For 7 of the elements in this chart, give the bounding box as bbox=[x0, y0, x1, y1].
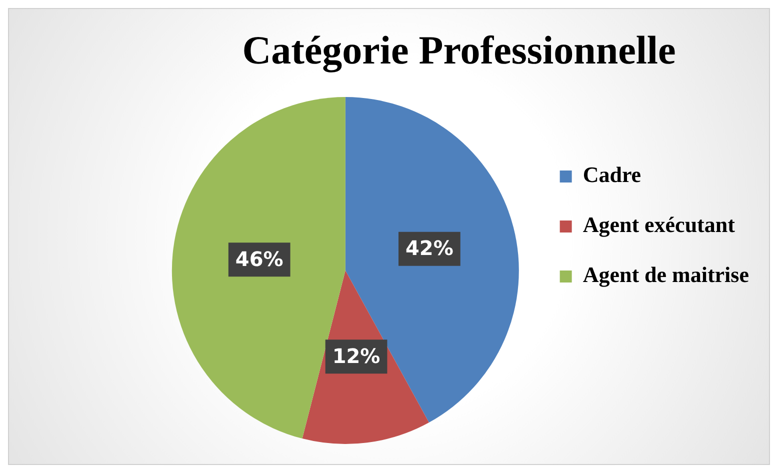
data-label: 46% bbox=[235, 246, 284, 271]
legend-label: Agent exécutant bbox=[582, 212, 736, 238]
data-label: 12% bbox=[332, 344, 380, 368]
chart-title: Catégorie Professionnelle bbox=[242, 27, 676, 72]
legend-label: Cadre bbox=[582, 162, 642, 188]
data-label: 42% bbox=[405, 236, 454, 260]
legend-label: Agent de maitrise bbox=[582, 262, 750, 288]
